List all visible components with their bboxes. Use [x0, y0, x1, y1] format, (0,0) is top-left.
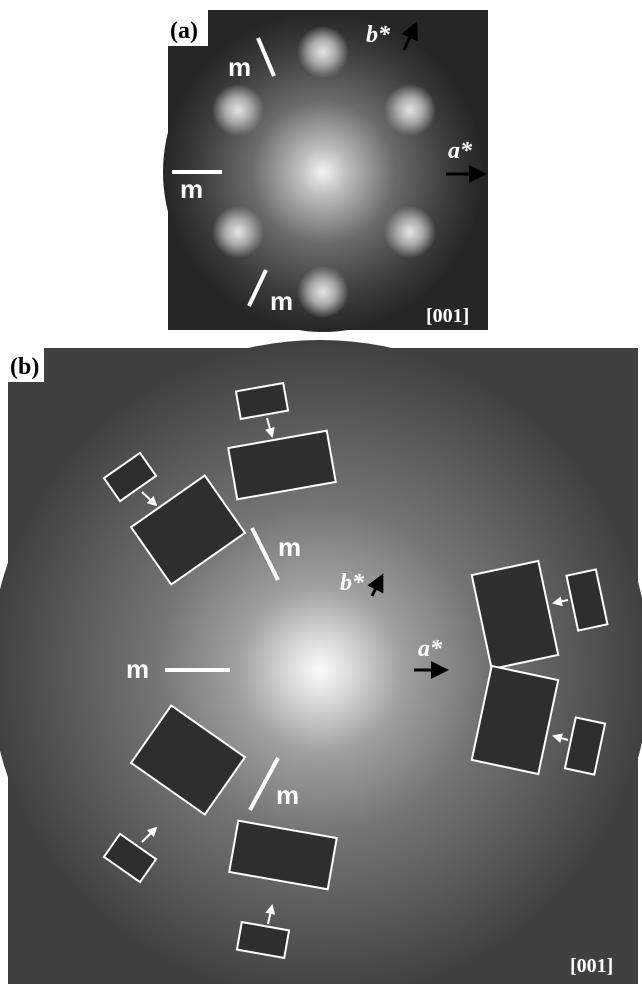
- panel-label: (b): [10, 354, 39, 380]
- zone-axis: [001]: [426, 305, 469, 327]
- mirror-label: m: [278, 532, 301, 562]
- b-star-label: b*: [366, 22, 391, 48]
- a-star-label: a*: [418, 636, 443, 662]
- panel-label: (a): [170, 18, 198, 44]
- a-star-label: a*: [448, 138, 473, 164]
- mirror-label: m: [126, 654, 149, 684]
- mirror-label: m: [270, 286, 293, 316]
- mirror-label: m: [180, 174, 203, 204]
- figure: (a) m m m b* a* [001]: [0, 0, 642, 984]
- mirror-label: m: [228, 52, 251, 82]
- panel-a: (a) m m m b* a* [001]: [163, 10, 488, 332]
- panel-b: (b) m m m b* a* [001]: [0, 340, 642, 984]
- mirror-label: m: [276, 780, 299, 810]
- zone-axis: [001]: [570, 955, 613, 977]
- b-star-label: b*: [340, 570, 365, 596]
